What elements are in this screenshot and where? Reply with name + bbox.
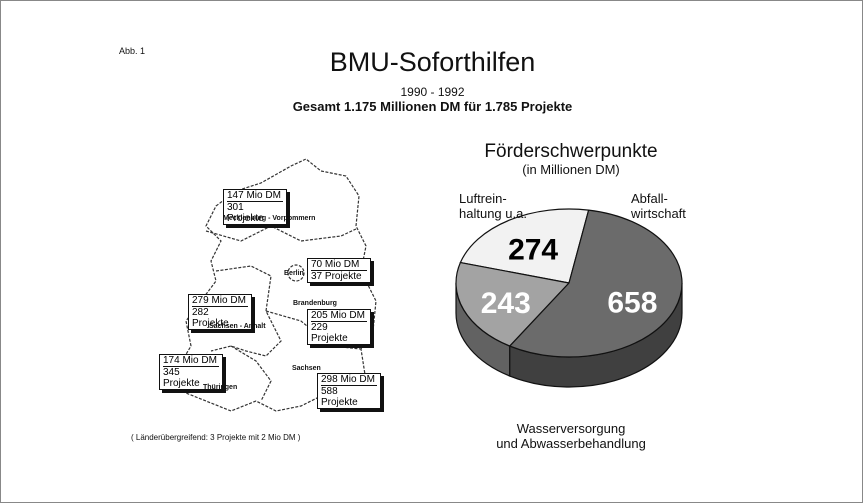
title: BMU-Soforthilfen <box>329 47 536 77</box>
region-projects: 229 Projekte <box>311 322 348 344</box>
region-box: 147 Mio DM 301 Projekte <box>223 189 287 225</box>
pie-slice <box>459 208 590 284</box>
category-label: Abfall- wirtschaft <box>631 191 686 221</box>
pie-slice <box>455 261 571 347</box>
region-box: 279 Mio DM 282 Projekte <box>188 294 252 330</box>
chart-subtitle: (in Millionen DM) <box>522 162 620 177</box>
region-name: Brandenburg <box>293 300 337 307</box>
region-name: Mecklenburg - Vorpommern <box>223 215 316 222</box>
region-funding: 70 Mio DM <box>311 259 367 271</box>
region-box: 174 Mio DM 345 Projekte <box>159 354 223 390</box>
region-funding: 174 Mio DM <box>163 355 219 367</box>
region-name: Berlin <box>284 270 304 277</box>
value-label: 658 <box>607 287 657 320</box>
region-funding: 279 Mio DM <box>192 295 248 307</box>
region-box: 70 Mio DM 37 Projekte <box>307 258 371 283</box>
region-projects: 37 Projekte <box>311 271 362 282</box>
region-box: 298 Mio DM 588 Projekte <box>317 373 381 409</box>
region-box: 205 Mio DM 229 Projekte <box>307 309 371 345</box>
region-projects: 588 Projekte <box>321 386 358 408</box>
region-name: Thüringen <box>203 384 238 391</box>
region-name: Sachsen - Anhalt <box>209 323 266 330</box>
value-label: 243 <box>481 287 531 320</box>
footnote: ( Länderübergreifend: 3 Projekte mit 2 M… <box>131 433 301 442</box>
chart-title: Förderschwerpunkte <box>484 141 658 162</box>
region-funding: 147 Mio DM <box>227 190 283 202</box>
category-label: Wasserversorgung und Abwasserbehandlung <box>496 421 646 451</box>
figure-label: Abb. 1 <box>119 46 146 56</box>
summary: Gesamt 1.175 Millionen DM für 1.785 Proj… <box>292 99 573 114</box>
region-projects: 301 Projekte <box>227 202 264 224</box>
period: 1990 - 1992 <box>400 85 465 99</box>
region-funding: 205 Mio DM <box>311 310 367 322</box>
category-label: Luftrein- haltung u.a. <box>459 191 527 221</box>
pie-slice <box>508 209 683 358</box>
region-projects: 345 Projekte <box>163 367 200 389</box>
region-funding: 298 Mio DM <box>321 374 377 386</box>
value-label: 274 <box>508 233 558 266</box>
region-name: Sachsen <box>292 365 321 372</box>
region-projects: 282 Projekte <box>192 307 229 329</box>
